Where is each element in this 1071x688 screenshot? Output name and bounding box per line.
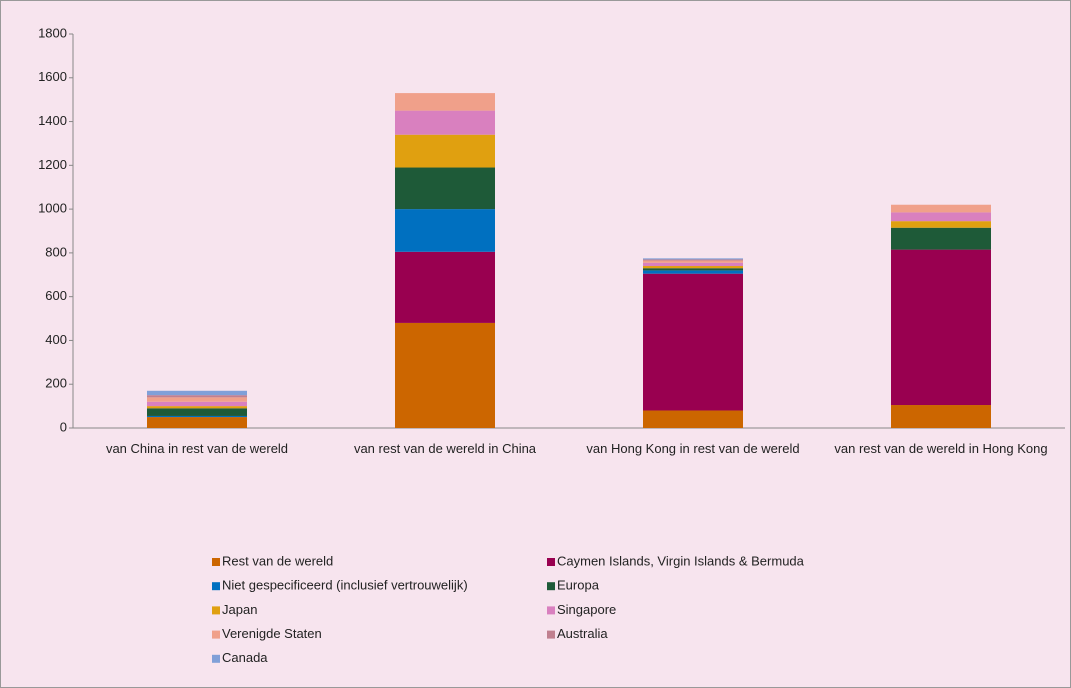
bar-segment bbox=[643, 266, 743, 269]
y-tick-label: 400 bbox=[45, 332, 67, 347]
legend-label: Caymen Islands, Virgin Islands & Bermuda bbox=[557, 553, 805, 568]
legend-label: Rest van de wereld bbox=[222, 553, 333, 568]
x-tick-label: van rest van de wereld in China bbox=[353, 441, 537, 456]
y-tick-label: 800 bbox=[45, 244, 67, 259]
bar-segment bbox=[395, 167, 495, 210]
y-tick-label: 1600 bbox=[38, 69, 67, 84]
y-tick-label: 600 bbox=[45, 288, 67, 303]
legend-swatch bbox=[212, 558, 220, 566]
bar-segment bbox=[891, 405, 991, 428]
legend-label: Verenigde Staten bbox=[222, 626, 322, 641]
bar-segment bbox=[395, 251, 495, 323]
bar-segment bbox=[891, 249, 991, 406]
legend-swatch bbox=[212, 630, 220, 639]
legend-label: Singapore bbox=[557, 602, 616, 617]
bar-segment bbox=[147, 415, 247, 418]
bar-segment bbox=[643, 273, 743, 411]
legend-label: Niet gespecificeerd (inclusief vertrouwe… bbox=[222, 578, 468, 593]
bar-segment bbox=[643, 262, 743, 267]
bar-segment bbox=[891, 204, 991, 213]
legend-swatch bbox=[547, 630, 555, 639]
bar-segment bbox=[147, 417, 247, 428]
bar-segment bbox=[147, 408, 247, 416]
bar-segment bbox=[643, 268, 743, 271]
bar-segment bbox=[891, 221, 991, 228]
y-tick-label: 1000 bbox=[38, 201, 67, 216]
legend-swatch bbox=[212, 582, 220, 591]
legend-swatch bbox=[547, 582, 555, 591]
bar-segment bbox=[147, 390, 247, 396]
x-tick-label: van rest van de wereld in Hong Kong bbox=[834, 441, 1048, 456]
y-tick-label: 1400 bbox=[38, 113, 67, 128]
x-tick-label: van China in rest van de wereld bbox=[105, 441, 289, 456]
bar-segment bbox=[147, 395, 247, 398]
x-tick-label: van Hong Kong in rest van de wereld bbox=[586, 441, 800, 456]
bar-segment bbox=[891, 212, 991, 222]
bar-segment bbox=[643, 410, 743, 428]
bar-segment bbox=[395, 110, 495, 135]
bar-segment bbox=[395, 209, 495, 252]
bar-segment bbox=[643, 259, 743, 261]
bar-segment bbox=[891, 227, 991, 250]
y-tick-label: 1800 bbox=[38, 25, 67, 40]
bar-segment bbox=[395, 134, 495, 168]
bar-segment bbox=[643, 260, 743, 263]
legend-label: Australia bbox=[557, 626, 608, 641]
bar-segment bbox=[643, 258, 743, 260]
bar-segment bbox=[147, 401, 247, 407]
bar-segment bbox=[643, 270, 743, 274]
y-tick-label: 200 bbox=[45, 376, 67, 391]
legend-label: Canada bbox=[222, 650, 268, 665]
bar-segment bbox=[395, 93, 495, 111]
y-tick-label: 1200 bbox=[38, 157, 67, 172]
y-tick-label: 0 bbox=[60, 419, 67, 434]
legend-label: Europa bbox=[557, 578, 600, 593]
legend-swatch bbox=[212, 606, 220, 615]
legend-label: Japan bbox=[222, 602, 257, 617]
legend-swatch bbox=[547, 606, 555, 615]
legend-swatch bbox=[547, 558, 555, 566]
bar-segment bbox=[147, 397, 247, 402]
bar-segment bbox=[147, 406, 247, 409]
legend-swatch bbox=[212, 654, 220, 663]
bar-segment bbox=[395, 322, 495, 428]
